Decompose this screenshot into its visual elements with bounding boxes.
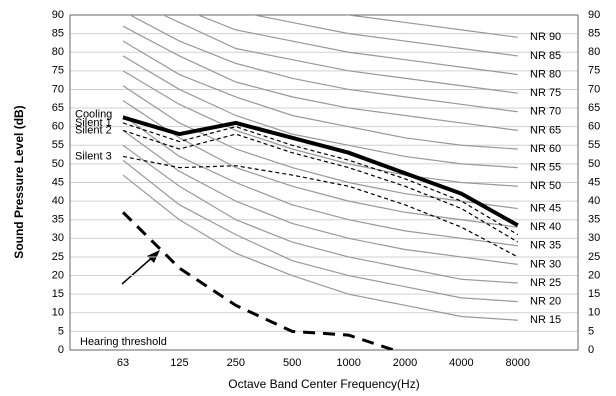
y2-tick-label: 75 [588,65,600,77]
series-line [122,129,518,265]
series-line [122,40,518,150]
series-line [122,159,518,303]
y-tick-label: 35 [52,214,64,226]
y-tick-label: 90 [52,9,64,21]
series-label: NR 40 [530,221,561,233]
y-tick-label: 60 [52,121,64,133]
y2-tick-label: 20 [588,269,600,281]
arrow [121,254,156,285]
y-tick-label: 45 [52,176,64,188]
series-label: NR 35 [530,240,561,252]
y2-tick-label: 60 [588,121,600,133]
series-label: Silent 2 [75,124,112,136]
series-label: NR 55 [530,162,561,174]
plot-border [69,14,579,351]
y2-tick-label: 30 [588,232,600,244]
y-tick-label: 5 [58,325,64,337]
y2-tick-label: 45 [588,176,600,188]
series-label: Silent 1 [75,117,112,129]
y-axis-title: Sound Pressure Level (dB) [12,105,26,258]
series-line [122,174,518,321]
series-label: NR 50 [530,180,561,192]
y-tick-label: 55 [52,139,64,151]
y-tick-label: 40 [52,195,64,207]
series-line [122,129,519,243]
y-tick-label: 65 [52,102,64,114]
series-label: NR 30 [530,258,561,270]
series-line [121,211,399,350]
series-label: NR 80 [530,68,561,80]
y2-tick-label: 90 [588,9,600,21]
series-label: NR 45 [530,202,561,214]
x-axis-title: Octave Band Center Frequency(Hz) [228,377,419,391]
series-label: NR 25 [530,277,561,289]
y2-tick-label: 35 [588,214,600,226]
y2-tick-label: 85 [588,28,600,40]
series-label: Cooling [75,108,112,120]
y-tick-label: 85 [52,28,64,40]
y-tick-label: 25 [52,251,64,263]
series-label: NR 20 [530,296,561,308]
series-line [122,122,519,236]
x-tick-label: 1000 [336,357,360,369]
x-tick-label: 125 [170,357,188,369]
y2-tick-label: 55 [588,139,600,151]
series-line [122,100,518,228]
series-label: Silent 3 [75,150,112,162]
plot-area [121,15,519,350]
y-tick-label: 50 [52,158,64,170]
series-line [122,144,518,284]
y2-tick-label: 0 [588,344,594,356]
y2-tick-label: 10 [588,307,600,319]
x-tick-label: 8000 [506,357,530,369]
y2-tick-label: 5 [588,325,594,337]
series-label: NR 15 [530,314,561,326]
series-line [128,15,518,113]
series-label: NR 75 [530,87,561,99]
series-line [122,115,518,247]
y-tick-label: 80 [52,46,64,58]
y2-tick-label: 70 [588,83,600,95]
series-line [122,70,518,187]
series-line [161,15,518,94]
y2-tick-label: 65 [588,102,600,114]
series-label: Hearing threshold [80,336,167,348]
y2-tick-label: 25 [588,251,600,263]
series-line [122,55,518,169]
y-tick-label: 15 [52,288,64,300]
y2-tick-label: 80 [588,46,600,58]
y2-tick-label: 50 [588,158,600,170]
x-tick-label: 2000 [393,357,417,369]
x-tick-label: 63 [117,357,129,369]
series-label: NR 70 [530,106,561,118]
y2-tick-label: 40 [588,195,600,207]
series-label: NR 85 [530,50,561,62]
x-tick-label: 500 [283,357,301,369]
y-tick-label: 30 [52,232,64,244]
y-tick-label: 70 [52,83,64,95]
y-tick-label: 0 [58,344,64,356]
y-tick-label: 10 [52,307,64,319]
series-label: NR 60 [530,143,561,155]
x-tick-label: 4000 [449,357,473,369]
series-label: NR 90 [530,31,561,43]
series-label: NR 65 [530,124,561,136]
series-line [122,85,518,210]
y2-tick-label: 15 [588,288,600,300]
y-tick-label: 20 [52,269,64,281]
series-line [345,15,518,38]
series-line [196,15,518,76]
series-line [122,115,519,228]
series-line [122,155,519,258]
series-line [122,25,518,131]
series-line [251,15,518,57]
x-tick-label: 250 [227,357,245,369]
y-tick-label: 75 [52,65,64,77]
